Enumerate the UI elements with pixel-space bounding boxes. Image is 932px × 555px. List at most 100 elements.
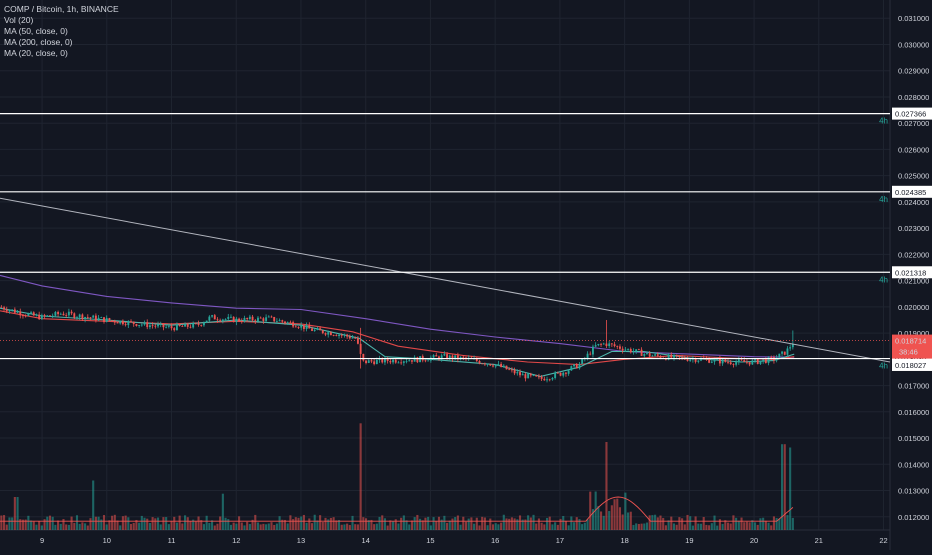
volume-bar	[62, 519, 65, 530]
candle-body	[127, 321, 130, 326]
volume-bar	[748, 522, 751, 530]
volume-bar	[624, 492, 627, 530]
volume-bar	[667, 520, 670, 530]
volume-bar	[397, 523, 400, 530]
candle-body	[162, 323, 165, 328]
candle-body	[619, 346, 621, 349]
legend-ma50[interactable]: MA (50, close, 0)	[4, 26, 68, 36]
volume-bar	[751, 520, 754, 530]
candle-body	[27, 313, 30, 316]
legend-title[interactable]: COMP / Bitcoin, 1h, BINANCE	[4, 4, 119, 14]
legend-vol[interactable]: Vol (20)	[4, 15, 34, 25]
volume-bar	[467, 518, 470, 530]
volume-bar	[292, 519, 295, 530]
y-tick-label: 0.012000	[898, 513, 929, 522]
candle-body	[254, 320, 257, 322]
candle-body	[424, 360, 427, 362]
volume-bar	[129, 524, 133, 530]
candle-body	[219, 320, 222, 322]
volume-bar	[278, 516, 281, 530]
candle-body	[67, 311, 70, 316]
volume-bar	[464, 521, 468, 530]
legend-ma200[interactable]: MA (200, close, 0)	[4, 37, 73, 47]
volume-bar	[175, 522, 178, 530]
volume-bar	[651, 515, 654, 530]
y-tick-label: 0.015000	[898, 434, 929, 443]
candle-body	[138, 325, 141, 326]
candle-body	[791, 343, 794, 348]
candle-body	[40, 315, 43, 320]
candle-body	[154, 325, 157, 327]
volume-bar	[100, 519, 103, 530]
candle-body	[251, 316, 254, 321]
volume-bar	[475, 517, 478, 530]
candle-body	[119, 320, 122, 324]
candle-body	[92, 315, 95, 318]
candle-body	[65, 315, 68, 317]
y-tick-label: 0.026000	[898, 145, 929, 154]
candle-body	[564, 372, 567, 374]
candle-body	[483, 363, 486, 365]
candle-body	[559, 372, 562, 376]
x-tick-label: 11	[168, 536, 176, 545]
volume-bar	[216, 523, 219, 530]
candle-body	[600, 343, 603, 345]
candle-body	[338, 334, 340, 337]
volume-bar	[5, 524, 8, 530]
candle-body	[419, 356, 422, 363]
extra-price-label: 0.018027	[895, 361, 926, 370]
volume-bar	[770, 525, 773, 530]
volume-bar	[159, 524, 162, 530]
volume-bar	[321, 521, 324, 530]
candle-body	[775, 357, 778, 361]
candle-body	[678, 355, 681, 358]
volume-bar	[94, 516, 97, 530]
candle-body	[700, 358, 702, 361]
volume-bar	[640, 523, 643, 530]
volume-bar	[710, 523, 713, 530]
legend-ma20[interactable]: MA (20, close, 0)	[4, 48, 68, 58]
volume-bar	[373, 524, 376, 530]
volume-bar	[400, 517, 403, 530]
volume-bar	[600, 511, 603, 530]
volume-bar	[575, 517, 578, 530]
volume-bar	[381, 515, 384, 530]
candle-body	[597, 343, 600, 346]
level-price-label: 0.024385	[895, 188, 926, 197]
volume-bar	[535, 523, 538, 530]
x-tick-label: 19	[685, 536, 693, 545]
volume-bar	[132, 522, 135, 530]
candle-body	[124, 324, 127, 326]
candle-body	[416, 357, 419, 363]
volume-bar	[764, 520, 767, 530]
level-price-label: 0.021318	[895, 268, 926, 277]
candle-body	[640, 349, 643, 356]
volume-bar	[551, 524, 554, 530]
y-tick-label: 0.019000	[898, 329, 929, 338]
candle-body	[556, 372, 559, 374]
volume-bar	[756, 524, 759, 530]
candle-body	[748, 362, 751, 365]
candle-body	[151, 325, 154, 327]
y-tick-label: 0.028000	[898, 93, 929, 102]
candle-body	[76, 317, 78, 318]
candle-body	[435, 355, 438, 357]
candle-body	[278, 320, 281, 322]
candle-body	[178, 324, 181, 327]
candle-body	[116, 322, 119, 324]
volume-bar	[235, 523, 238, 530]
volume-bar	[232, 522, 235, 530]
candle-body	[302, 325, 305, 330]
volume-bar	[173, 516, 176, 530]
volume-bar	[81, 522, 84, 530]
volume-bar	[254, 514, 257, 530]
volume-bar	[143, 517, 146, 530]
candle-body	[727, 361, 729, 363]
candle-body	[57, 312, 60, 315]
x-tick-label: 10	[103, 536, 111, 545]
y-tick-label: 0.022000	[898, 250, 929, 259]
candle-body	[783, 351, 786, 355]
volume-bar	[116, 520, 119, 530]
